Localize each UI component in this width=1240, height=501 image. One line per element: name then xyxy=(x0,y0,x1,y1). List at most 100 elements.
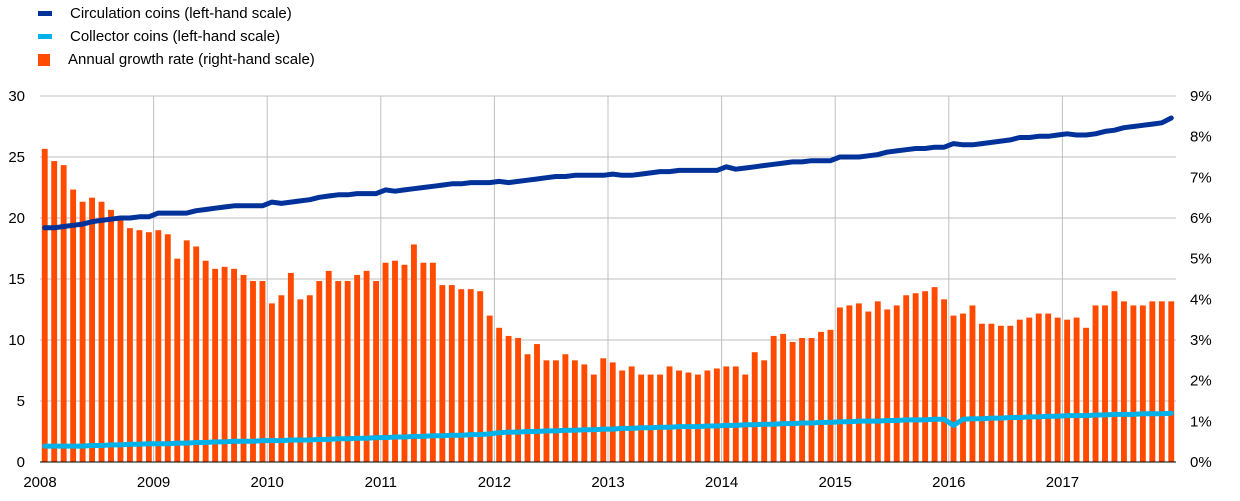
growth-bar xyxy=(1092,305,1099,462)
growth-bar xyxy=(373,281,380,462)
left-tick-label: 20 xyxy=(8,210,25,227)
gridlines xyxy=(40,95,1176,462)
growth-bar xyxy=(789,342,796,462)
right-tick-label: 3% xyxy=(1190,332,1212,349)
growth-bar xyxy=(704,370,711,462)
growth-bar xyxy=(552,360,559,462)
growth-bar xyxy=(1149,301,1156,462)
growth-bar xyxy=(742,374,749,462)
growth-bar xyxy=(808,337,815,462)
growth-bar xyxy=(458,289,465,462)
growth-bar xyxy=(382,262,389,462)
growth-bar xyxy=(467,289,474,462)
growth-bar xyxy=(846,305,853,462)
growth-bar xyxy=(240,274,247,462)
growth-bar xyxy=(496,327,503,462)
growth-bar xyxy=(1158,301,1165,462)
right-tick-label: 5% xyxy=(1190,251,1212,268)
growth-bar xyxy=(316,281,323,462)
x-tick-label: 2011 xyxy=(365,474,397,491)
growth-bar xyxy=(392,260,398,462)
x-tick-label: 2016 xyxy=(932,474,965,491)
growth-bar xyxy=(212,268,219,462)
growth-bar xyxy=(335,281,342,462)
left-tick-label: 10 xyxy=(8,332,25,349)
x-tick-label: 2009 xyxy=(137,474,170,491)
growth-bar xyxy=(486,315,493,462)
growth-bar xyxy=(1083,327,1090,462)
x-tick-label: 2014 xyxy=(705,474,738,491)
right-tick-label: 9% xyxy=(1190,88,1212,105)
growth-bar xyxy=(524,354,531,462)
growth-bar xyxy=(155,230,162,462)
growth-bar xyxy=(1111,291,1118,462)
growth-bar xyxy=(865,311,872,462)
growth-bar xyxy=(912,293,919,462)
growth-bar xyxy=(1026,317,1033,462)
legend-label-collector: Collector coins (left-hand scale) xyxy=(70,28,281,45)
legend-label-circulation: Circulation coins (left-hand scale) xyxy=(70,5,292,22)
growth-bar xyxy=(477,291,484,462)
legend-item-collector: Collector coins (left-hand scale) xyxy=(38,25,315,48)
legend-item-circulation: Circulation coins (left-hand scale) xyxy=(38,2,315,25)
growth-bar xyxy=(410,244,417,462)
growth-bar xyxy=(931,287,938,462)
growth-bar xyxy=(41,148,48,462)
right-tick-label: 0% xyxy=(1190,454,1212,471)
legend-item-growth: Annual growth rate (right-hand scale) xyxy=(38,48,315,71)
growth-bar xyxy=(799,337,806,462)
growth-bar xyxy=(287,272,294,462)
growth-bar xyxy=(70,189,77,463)
growth-bar xyxy=(202,260,209,462)
growth-bar xyxy=(60,165,67,462)
growth-bar xyxy=(761,360,768,462)
series-lines xyxy=(42,115,1174,449)
right-tick-label: 2% xyxy=(1190,373,1212,390)
growth-bar xyxy=(1045,313,1052,462)
growth-bar xyxy=(117,218,124,462)
growth-bar xyxy=(628,366,635,462)
growth-bar xyxy=(723,366,730,462)
right-tick-label: 6% xyxy=(1190,210,1212,227)
growth-bar xyxy=(694,374,701,462)
legend-swatch-circulation xyxy=(38,11,52,16)
growth-bar xyxy=(676,370,682,462)
growth-bar xyxy=(922,291,929,462)
growth-bar xyxy=(363,270,370,462)
right-tick-label: 7% xyxy=(1190,169,1212,186)
legend-swatch-collector xyxy=(38,34,52,39)
growth-bar xyxy=(836,307,843,462)
growth-bar xyxy=(770,335,777,462)
growth-bar xyxy=(562,354,569,462)
growth-bar xyxy=(827,329,834,462)
growth-bar xyxy=(231,268,238,462)
growth-bar xyxy=(221,266,228,462)
legend-label-growth: Annual growth rate (right-hand scale) xyxy=(68,51,315,68)
growth-bar xyxy=(193,246,200,462)
growth-bar xyxy=(439,285,446,462)
growth-bar xyxy=(600,358,607,462)
growth-bar xyxy=(590,374,597,462)
growth-bars xyxy=(41,148,1175,463)
growth-bar xyxy=(325,270,332,462)
growth-bar xyxy=(969,305,976,462)
growth-bar xyxy=(145,232,152,462)
growth-bar xyxy=(751,352,758,462)
x-tick-label: 2013 xyxy=(591,474,624,491)
growth-bar xyxy=(89,197,96,462)
growth-bar xyxy=(164,234,171,462)
growth-bar xyxy=(126,228,133,462)
growth-bar xyxy=(1016,319,1023,462)
growth-bar xyxy=(818,331,824,462)
growth-bar xyxy=(51,161,58,463)
growth-bar xyxy=(79,201,86,462)
growth-bar xyxy=(534,344,540,462)
growth-bar xyxy=(1130,305,1137,462)
growth-bar xyxy=(638,374,645,462)
growth-bar xyxy=(1064,319,1071,462)
left-tick-label: 30 xyxy=(8,88,25,105)
growth-bar xyxy=(401,264,408,462)
growth-bar xyxy=(893,305,900,462)
growth-bar xyxy=(1007,325,1014,462)
